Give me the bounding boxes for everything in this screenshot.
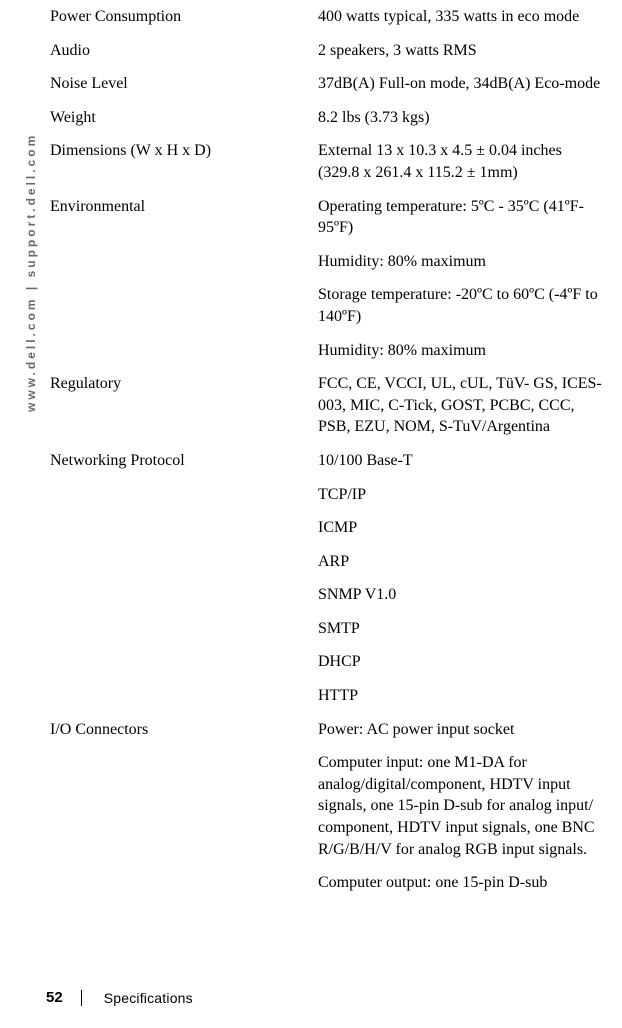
spec-value: Humidity: 80% maximum [318,251,604,273]
spec-value: DHCP [318,651,604,673]
spec-value: 8.2 lbs (3.73 kgs) [318,107,604,129]
spec-row: Audio2 speakers, 3 watts RMS [50,40,606,62]
spec-label: Power Consumption [50,6,318,28]
spec-values: 2 speakers, 3 watts RMS [318,40,604,62]
spec-row: EnvironmentalOperating temperature: 5ºC … [50,196,606,362]
spec-label: Audio [50,40,318,62]
spec-value: TCP/IP [318,484,604,506]
spec-row: Dimensions (W x H x D)External 13 x 10.3… [50,140,606,183]
spec-table: Power Consumption400 watts typical, 335 … [50,6,606,894]
spec-value: 2 speakers, 3 watts RMS [318,40,604,62]
spec-value: Storage temperature: -20ºC to 60ºC (-4ºF… [318,284,604,327]
spec-row: I/O ConnectorsPower: AC power input sock… [50,719,606,894]
spec-value: Computer output: one 15-pin D-sub [318,872,604,894]
spec-value: 37dB(A) Full-on mode, 34dB(A) Eco-mode [318,73,604,95]
spec-value: Power: AC power input socket [318,719,604,741]
spec-label: Dimensions (W x H x D) [50,140,318,162]
spec-value: 400 watts typical, 335 watts in eco mode [318,6,604,28]
spec-row: Power Consumption400 watts typical, 335 … [50,6,606,28]
spec-label: Regulatory [50,373,318,395]
spec-value: ARP [318,551,604,573]
spec-label: I/O Connectors [50,719,318,741]
spec-row: Weight8.2 lbs (3.73 kgs) [50,107,606,129]
spec-values: 8.2 lbs (3.73 kgs) [318,107,604,129]
spec-label: Networking Protocol [50,450,318,472]
spec-values: Power: AC power input socket Computer inp… [318,719,604,894]
spec-value: Humidity: 80% maximum [318,340,604,362]
spec-values: 400 watts typical, 335 watts in eco mode [318,6,604,28]
footer-separator [81,990,82,1006]
spec-values: Operating temperature: 5ºC - 35ºC (41ºF-… [318,196,604,362]
spec-row: Networking Protocol10/100 Base-T TCP/IP IC… [50,450,606,707]
spec-row: RegulatoryFCC, CE, VCCI, UL, cUL, TüV- G… [50,373,606,438]
spec-value: FCC, CE, VCCI, UL, cUL, TüV- GS, ICES-00… [318,373,604,438]
spec-values: 10/100 Base-T TCP/IP ICMP ARP SNMP V1.0 SMTP D… [318,450,604,707]
spec-values: FCC, CE, VCCI, UL, cUL, TüV- GS, ICES-00… [318,373,604,438]
spec-value: Computer input: one M1-DA for analog/dig… [318,752,604,860]
spec-value: Operating temperature: 5ºC - 35ºC (41ºF-… [318,196,604,239]
spec-value: External 13 x 10.3 x 4.5 ± 0.04 inches (… [318,140,604,183]
spec-value: SMTP [318,618,604,640]
page-footer: 52 Specifications [46,989,193,1006]
page: www.dell.com | support.dell.com Power Co… [0,0,622,1028]
spec-value: SNMP V1.0 [318,584,604,606]
spec-label: Noise Level [50,73,318,95]
spec-values: 37dB(A) Full-on mode, 34dB(A) Eco-mode [318,73,604,95]
section-title: Specifications [104,990,193,1006]
spec-value: ICMP [318,517,604,539]
page-number: 52 [46,989,63,1006]
spec-label: Weight [50,107,318,129]
spec-values: External 13 x 10.3 x 4.5 ± 0.04 inches (… [318,140,604,183]
spec-label: Environmental [50,196,318,218]
spec-value: 10/100 Base-T [318,450,604,472]
spec-row: Noise Level37dB(A) Full-on mode, 34dB(A)… [50,73,606,95]
spec-value: HTTP [318,685,604,707]
sidebar-url: www.dell.com | support.dell.com [24,12,38,412]
